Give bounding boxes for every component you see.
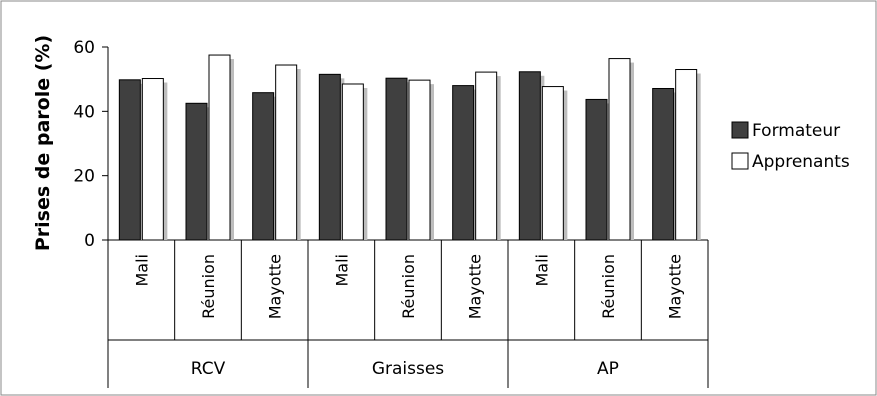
bar-apprenants bbox=[541, 86, 564, 241]
legend-swatch bbox=[731, 152, 749, 170]
x-category-label: Mayotte bbox=[466, 254, 485, 319]
legend: Formateur Apprenants bbox=[731, 121, 850, 172]
y-tick-label: 60 bbox=[73, 38, 95, 58]
bar-apprenants bbox=[675, 69, 698, 241]
x-category-label: Mayotte bbox=[666, 254, 685, 319]
bar-formateur bbox=[518, 71, 541, 241]
y-axis-label: Prises de parole (%) bbox=[32, 35, 54, 251]
bar-formateur bbox=[118, 79, 141, 241]
bar-formateur bbox=[252, 92, 275, 241]
x-category-label: Mali bbox=[532, 254, 551, 287]
bar-formateur bbox=[585, 98, 608, 241]
x-group-label: AP bbox=[597, 359, 619, 379]
bar-formateur bbox=[185, 102, 208, 241]
bar-apprenants bbox=[275, 64, 298, 241]
bar-apprenants bbox=[408, 79, 431, 241]
y-tick-label: 20 bbox=[73, 167, 95, 187]
bar-apprenants bbox=[208, 54, 231, 241]
x-category-label: Mali bbox=[132, 254, 151, 287]
bar-apprenants bbox=[141, 78, 164, 241]
x-category-label: Réunion bbox=[599, 254, 618, 319]
bar-formateur bbox=[452, 85, 475, 241]
y-tick-label: 0 bbox=[84, 231, 95, 251]
bar-apprenants bbox=[608, 58, 631, 241]
bar-formateur bbox=[385, 77, 408, 241]
y-tick-label: 40 bbox=[73, 102, 95, 122]
x-category-label: Réunion bbox=[399, 254, 418, 319]
legend-label: Apprenants bbox=[752, 152, 850, 172]
x-category-label: Mali bbox=[332, 254, 351, 287]
x-group-label: Graisses bbox=[372, 359, 444, 379]
bar-formateur bbox=[318, 73, 341, 241]
x-category-label: Mayotte bbox=[266, 254, 285, 319]
x-group-label: RCV bbox=[191, 359, 226, 379]
plot-area: 0 20 40 60 Mali Réunion Mayotte Mali Réunion Mayo… bbox=[73, 38, 709, 388]
x-category-label: Réunion bbox=[199, 254, 218, 319]
bar-formateur bbox=[652, 87, 675, 241]
legend-swatch bbox=[731, 121, 749, 139]
bar-apprenants bbox=[475, 71, 498, 241]
legend-label: Formateur bbox=[752, 121, 840, 141]
bar-apprenants bbox=[341, 83, 364, 241]
